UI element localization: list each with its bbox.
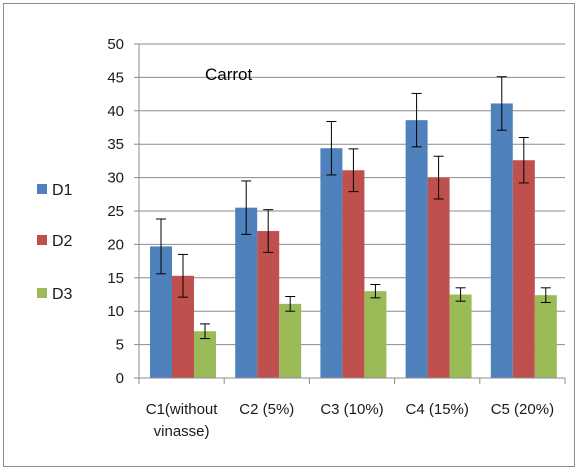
- y-axis: 0 5 10 15 20 25 30 35 40 45 50: [107, 36, 140, 387]
- bar-d1-5: [490, 103, 513, 379]
- legend: D1 D2 D3: [37, 182, 73, 303]
- y-tick-label: 45: [107, 69, 124, 86]
- legend-label-d2: D2: [52, 233, 73, 250]
- y-tick-label: 30: [107, 170, 124, 187]
- y-tick-label: 20: [107, 236, 124, 253]
- legend-swatch-d2: [37, 235, 47, 245]
- bar-d2-4: [427, 177, 450, 378]
- bar-d1-3: [320, 148, 343, 378]
- x-tick-label: C4 (15%): [406, 401, 469, 418]
- x-tick-label: C5 (20%): [491, 401, 554, 418]
- legend-swatch-d3: [37, 288, 47, 298]
- bar-d2-5: [512, 160, 535, 378]
- bar-d3-5: [534, 295, 557, 378]
- y-tick-label: 5: [116, 337, 124, 354]
- bar-d1-4: [405, 120, 428, 378]
- bar-d2-1: [172, 275, 194, 378]
- bar-d1-1: [150, 246, 172, 378]
- chart-title: Carrot: [205, 65, 253, 84]
- legend-label-d1: D1: [52, 182, 73, 199]
- x-axis: C1(without vinasse) C2 (5%) C3 (10%) C4 (15%…: [138, 377, 566, 440]
- bar-d2-2: [257, 231, 280, 378]
- bars: [150, 103, 557, 379]
- bar-d3-1: [194, 331, 216, 378]
- bar-d3-3: [364, 291, 387, 378]
- y-tick-label: 40: [107, 103, 124, 120]
- y-tick-label: 25: [107, 203, 124, 220]
- y-tick-label: 50: [107, 36, 124, 53]
- error-bars: [156, 76, 551, 340]
- bar-d3-2: [279, 303, 302, 378]
- y-tick-label: 0: [116, 370, 124, 387]
- y-tick-label: 15: [107, 270, 124, 287]
- x-tick-label: C1(without vinasse): [146, 401, 219, 440]
- legend-label-d3: D3: [52, 286, 73, 303]
- chart-frame: [3, 3, 575, 467]
- y-tick-label: 35: [107, 136, 124, 153]
- x-tick-label: C2 (5%): [239, 401, 294, 418]
- bar-d1-2: [235, 207, 258, 378]
- legend-swatch-d1: [37, 184, 47, 194]
- bar-d3-4: [449, 294, 472, 378]
- x-tick-label: C3 (10%): [320, 401, 383, 418]
- bar-d2-3: [342, 170, 365, 378]
- y-tick-label: 10: [107, 303, 124, 320]
